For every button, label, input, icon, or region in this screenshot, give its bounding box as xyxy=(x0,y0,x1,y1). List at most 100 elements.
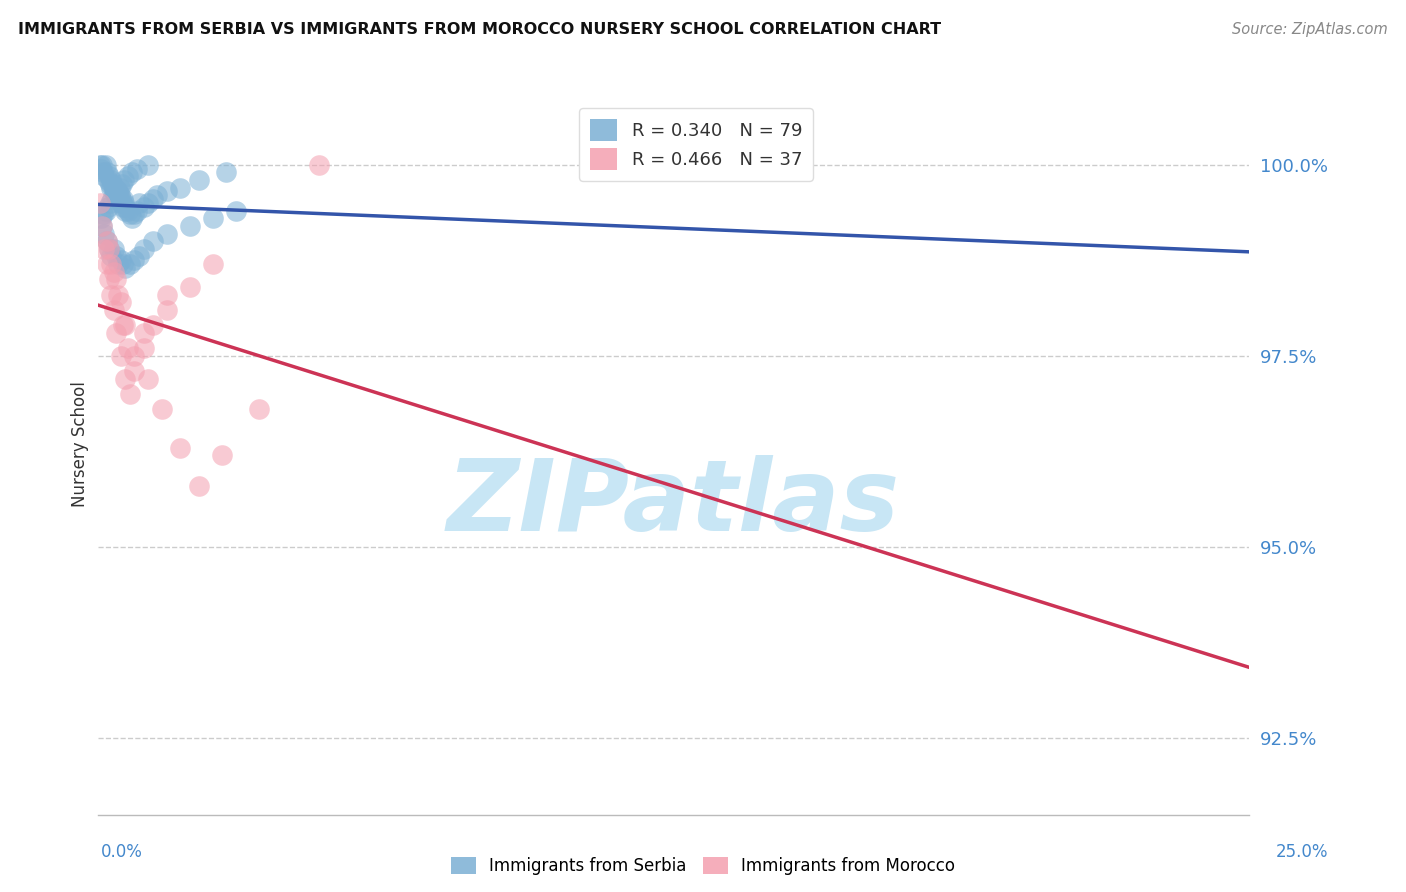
Point xyxy=(215,165,238,179)
Point xyxy=(89,158,111,172)
Point xyxy=(96,234,118,248)
Point xyxy=(114,260,136,275)
Point xyxy=(111,257,134,271)
Point xyxy=(90,161,112,176)
Text: 0.0%: 0.0% xyxy=(101,843,143,861)
Point xyxy=(91,165,114,179)
Point xyxy=(103,180,125,194)
Point xyxy=(117,169,139,184)
Point xyxy=(124,253,146,268)
Point xyxy=(103,185,125,199)
Point xyxy=(146,188,169,202)
Point xyxy=(105,188,128,202)
Point xyxy=(110,253,132,268)
Point xyxy=(110,177,132,191)
Point xyxy=(91,158,114,172)
Point xyxy=(98,169,121,184)
Point xyxy=(89,196,111,211)
Point xyxy=(104,188,127,202)
Point xyxy=(111,318,134,333)
Point xyxy=(103,265,125,279)
Point xyxy=(111,192,134,206)
Point xyxy=(136,196,159,211)
Point xyxy=(105,185,128,199)
Point xyxy=(118,387,141,401)
Point xyxy=(114,318,136,333)
Point xyxy=(124,349,146,363)
Point xyxy=(104,185,127,199)
Point xyxy=(121,211,143,226)
Point xyxy=(96,234,118,248)
Point xyxy=(107,257,129,271)
Point xyxy=(117,341,139,355)
Point xyxy=(142,318,165,333)
Point xyxy=(103,303,125,318)
Point xyxy=(110,192,132,206)
Point xyxy=(100,180,122,194)
Point xyxy=(93,242,115,256)
Point xyxy=(114,200,136,214)
Point xyxy=(118,207,141,221)
Point xyxy=(132,242,155,256)
Point xyxy=(169,441,191,455)
Point xyxy=(187,479,209,493)
Point xyxy=(93,169,115,184)
Point xyxy=(128,250,150,264)
Point xyxy=(112,173,135,187)
Point xyxy=(98,242,121,256)
Point xyxy=(156,227,179,241)
Point xyxy=(100,177,122,191)
Point xyxy=(100,287,122,301)
Point xyxy=(121,165,143,179)
Point xyxy=(132,341,155,355)
Point xyxy=(108,188,131,202)
Point xyxy=(142,234,165,248)
Point xyxy=(125,161,148,176)
Point xyxy=(104,326,127,340)
Point xyxy=(136,372,159,386)
Point xyxy=(104,250,127,264)
Point xyxy=(100,196,122,211)
Y-axis label: Nursery School: Nursery School xyxy=(72,381,89,507)
Point xyxy=(247,402,270,417)
Point xyxy=(187,173,209,187)
Point xyxy=(114,372,136,386)
Point xyxy=(225,203,247,218)
Point xyxy=(94,158,117,172)
Legend: R = 0.340   N = 79, R = 0.466   N = 37: R = 0.340 N = 79, R = 0.466 N = 37 xyxy=(579,108,813,181)
Point xyxy=(169,180,191,194)
Text: ZIPatlas: ZIPatlas xyxy=(447,455,900,551)
Point xyxy=(104,188,127,202)
Point xyxy=(179,280,201,294)
Point xyxy=(107,185,129,199)
Text: 25.0%: 25.0% xyxy=(1277,843,1329,861)
Legend: Immigrants from Serbia, Immigrants from Morocco: Immigrants from Serbia, Immigrants from … xyxy=(444,850,962,882)
Point xyxy=(201,257,224,271)
Point xyxy=(142,192,165,206)
Point xyxy=(118,257,141,271)
Point xyxy=(156,303,179,318)
Point xyxy=(100,257,122,271)
Text: Source: ZipAtlas.com: Source: ZipAtlas.com xyxy=(1232,22,1388,37)
Point xyxy=(100,250,122,264)
Point xyxy=(90,211,112,226)
Point xyxy=(211,448,233,462)
Point xyxy=(97,200,120,214)
Point xyxy=(91,219,114,233)
Point xyxy=(97,173,120,187)
Point xyxy=(308,158,330,172)
Point xyxy=(179,219,201,233)
Point xyxy=(112,196,135,211)
Point xyxy=(91,207,114,221)
Point xyxy=(156,185,179,199)
Point xyxy=(103,242,125,256)
Point xyxy=(136,158,159,172)
Point xyxy=(117,203,139,218)
Point xyxy=(93,227,115,241)
Point xyxy=(110,196,132,211)
Point xyxy=(96,165,118,179)
Point xyxy=(101,192,124,206)
Point xyxy=(101,177,124,191)
Point xyxy=(98,242,121,256)
Point xyxy=(132,200,155,214)
